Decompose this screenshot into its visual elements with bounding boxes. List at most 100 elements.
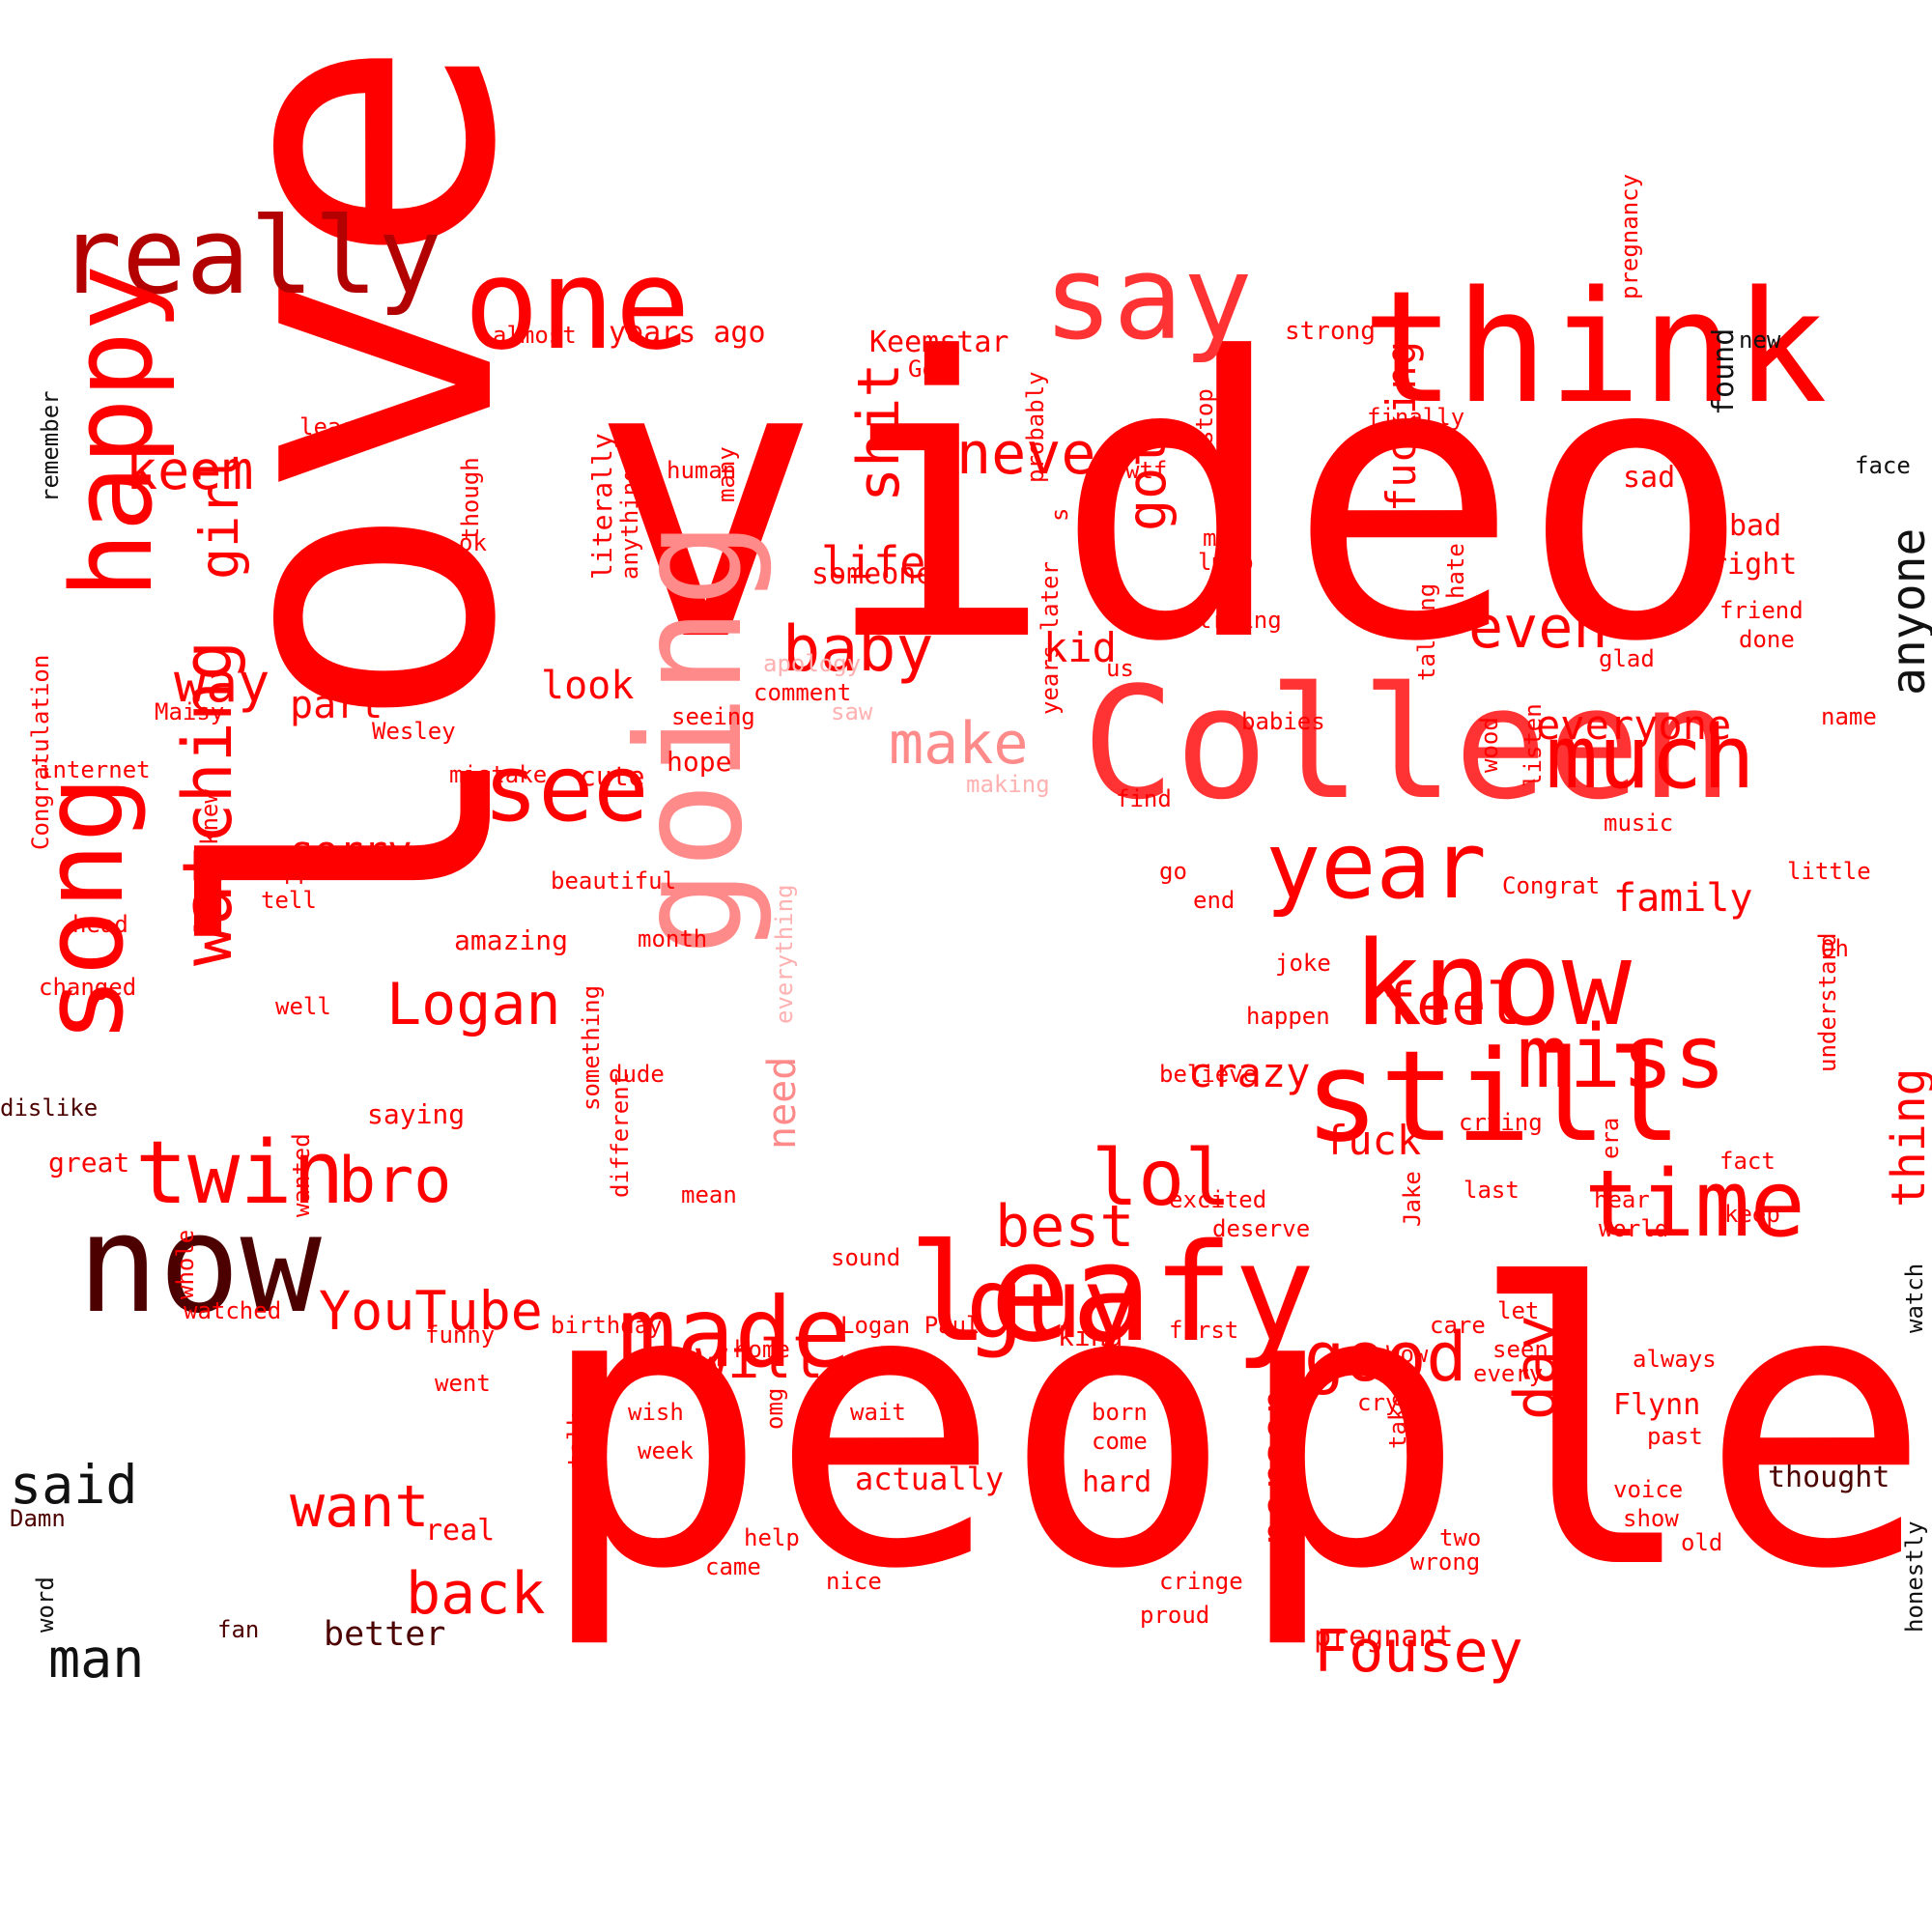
cloud-word: cry: [1357, 1389, 1400, 1416]
cloud-word: feel: [1381, 971, 1521, 1038]
cloud-word: cute: [580, 760, 645, 792]
cloud-word: tell: [261, 887, 317, 914]
cloud-word: past: [1647, 1423, 1703, 1450]
cloud-word: joke: [1275, 950, 1331, 977]
cloud-word: wood: [1476, 717, 1503, 773]
cloud-word: least: [299, 413, 370, 440]
cloud-word: Maisy: [155, 698, 225, 725]
cloud-word: kind: [1058, 1321, 1123, 1352]
cloud-word: different: [607, 1071, 634, 1198]
cloud-word: keep: [1724, 1201, 1780, 1228]
cloud-word: Logan Paul: [840, 1312, 980, 1339]
cloud-word: face: [1855, 452, 1911, 479]
cloud-word: probably: [1022, 371, 1049, 483]
cloud-word: literally: [586, 433, 618, 580]
cloud-word: years ago: [609, 316, 766, 350]
cloud-word: wtf: [1125, 457, 1168, 484]
cloud-word: God: [908, 355, 951, 383]
cloud-word: wanted: [288, 1133, 315, 1217]
cloud-word: make: [889, 710, 1029, 778]
cloud-word: good: [1304, 1318, 1467, 1397]
cloud-word: leafy: [908, 1215, 1316, 1373]
cloud-word: say: [1043, 232, 1253, 366]
cloud-word: comment: [753, 679, 852, 706]
cloud-word: need: [760, 1056, 805, 1150]
cloud-word: will: [696, 1328, 824, 1390]
cloud-word: excited: [1169, 1186, 1267, 1213]
cloud-word: Keemstar: [869, 326, 1009, 359]
cloud-word: know: [1352, 918, 1632, 1052]
cloud-word: video: [589, 277, 1753, 726]
cloud-word: Flynn: [1613, 1388, 1701, 1422]
cloud-word: better: [324, 1615, 446, 1654]
cloud-word: home: [734, 1336, 790, 1363]
cloud-word: saying: [367, 1098, 466, 1130]
cloud-word: want: [290, 1473, 430, 1541]
cloud-word: always: [1633, 1346, 1717, 1373]
cloud-word: thought: [1768, 1461, 1890, 1494]
cloud-word: done: [1739, 626, 1795, 653]
cloud-word: found: [1707, 327, 1741, 415]
cloud-word: family: [1613, 876, 1753, 921]
cloud-word: well: [275, 993, 331, 1020]
cloud-word: world: [1599, 1215, 1669, 1242]
cloud-word: life: [821, 537, 926, 588]
cloud-word: hear: [1594, 1186, 1650, 1213]
cloud-word: year: [1265, 813, 1487, 920]
cloud-word: understand: [1814, 932, 1841, 1073]
cloud-word: end: [1193, 887, 1236, 914]
cloud-word: Wow: [1386, 1341, 1429, 1368]
cloud-word: much: [1546, 707, 1755, 809]
cloud-word: many: [713, 446, 740, 502]
cloud-word: let: [1497, 1297, 1540, 1324]
cloud-word: little: [1787, 858, 1871, 885]
cloud-word: us: [1106, 655, 1134, 682]
cloud-word: back: [406, 1560, 546, 1628]
cloud-word: seen: [1492, 1336, 1548, 1363]
cloud-word: though: [457, 457, 484, 541]
cloud-word: Damn: [10, 1505, 66, 1532]
cloud-word: dislike: [0, 1094, 99, 1122]
cloud-word: Colleen: [1082, 653, 1734, 834]
cloud-word: week: [638, 1437, 694, 1464]
cloud-word: think: [1362, 257, 1828, 438]
cloud-word: everyone: [1536, 701, 1732, 749]
cloud-word: said: [10, 1454, 138, 1516]
cloud-word: person: [1252, 1388, 1303, 1546]
cloud-word: internet: [39, 756, 151, 783]
cloud-word: see: [483, 736, 649, 842]
cloud-word: pregnant: [1314, 1620, 1454, 1654]
cloud-word: stop: [1191, 388, 1218, 444]
cloud-word: crying: [1459, 1109, 1543, 1136]
cloud-word: still: [1304, 1023, 1683, 1170]
cloud-word: music: [1604, 810, 1674, 837]
cloud-word: now: [77, 1186, 322, 1344]
cloud-word: show: [1623, 1505, 1679, 1532]
cloud-word: best: [995, 1193, 1135, 1261]
cloud-word: birthday: [551, 1312, 663, 1339]
cloud-word: cringe: [1159, 1568, 1243, 1595]
cloud-word: hope: [667, 746, 732, 778]
cloud-word: help: [744, 1524, 800, 1551]
cloud-word: years later: [1037, 561, 1064, 715]
cloud-word: listen: [1520, 703, 1547, 787]
cloud-word: sorry: [290, 827, 412, 874]
cloud-word: Congratulation: [27, 654, 54, 850]
cloud-word: every: [1473, 1360, 1544, 1387]
cloud-word: something: [578, 984, 605, 1111]
cloud-word: fact: [1719, 1148, 1776, 1175]
cloud-word: new: [1739, 327, 1781, 354]
cloud-word: Fousey: [1314, 1618, 1523, 1686]
cloud-word: mom: [1203, 525, 1245, 552]
cloud-word: trying: [1198, 607, 1282, 634]
cloud-word: shit: [845, 362, 913, 503]
cloud-word: fan: [217, 1616, 260, 1643]
cloud-word: sad: [1623, 461, 1676, 495]
cloud-word: human: [667, 457, 737, 484]
cloud-word: baby: [782, 613, 934, 686]
cloud-word: changed: [39, 974, 137, 1001]
cloud-word: wait: [850, 1399, 906, 1426]
cloud-word: strong: [1285, 317, 1376, 346]
cloud-word: someone: [811, 557, 934, 591]
